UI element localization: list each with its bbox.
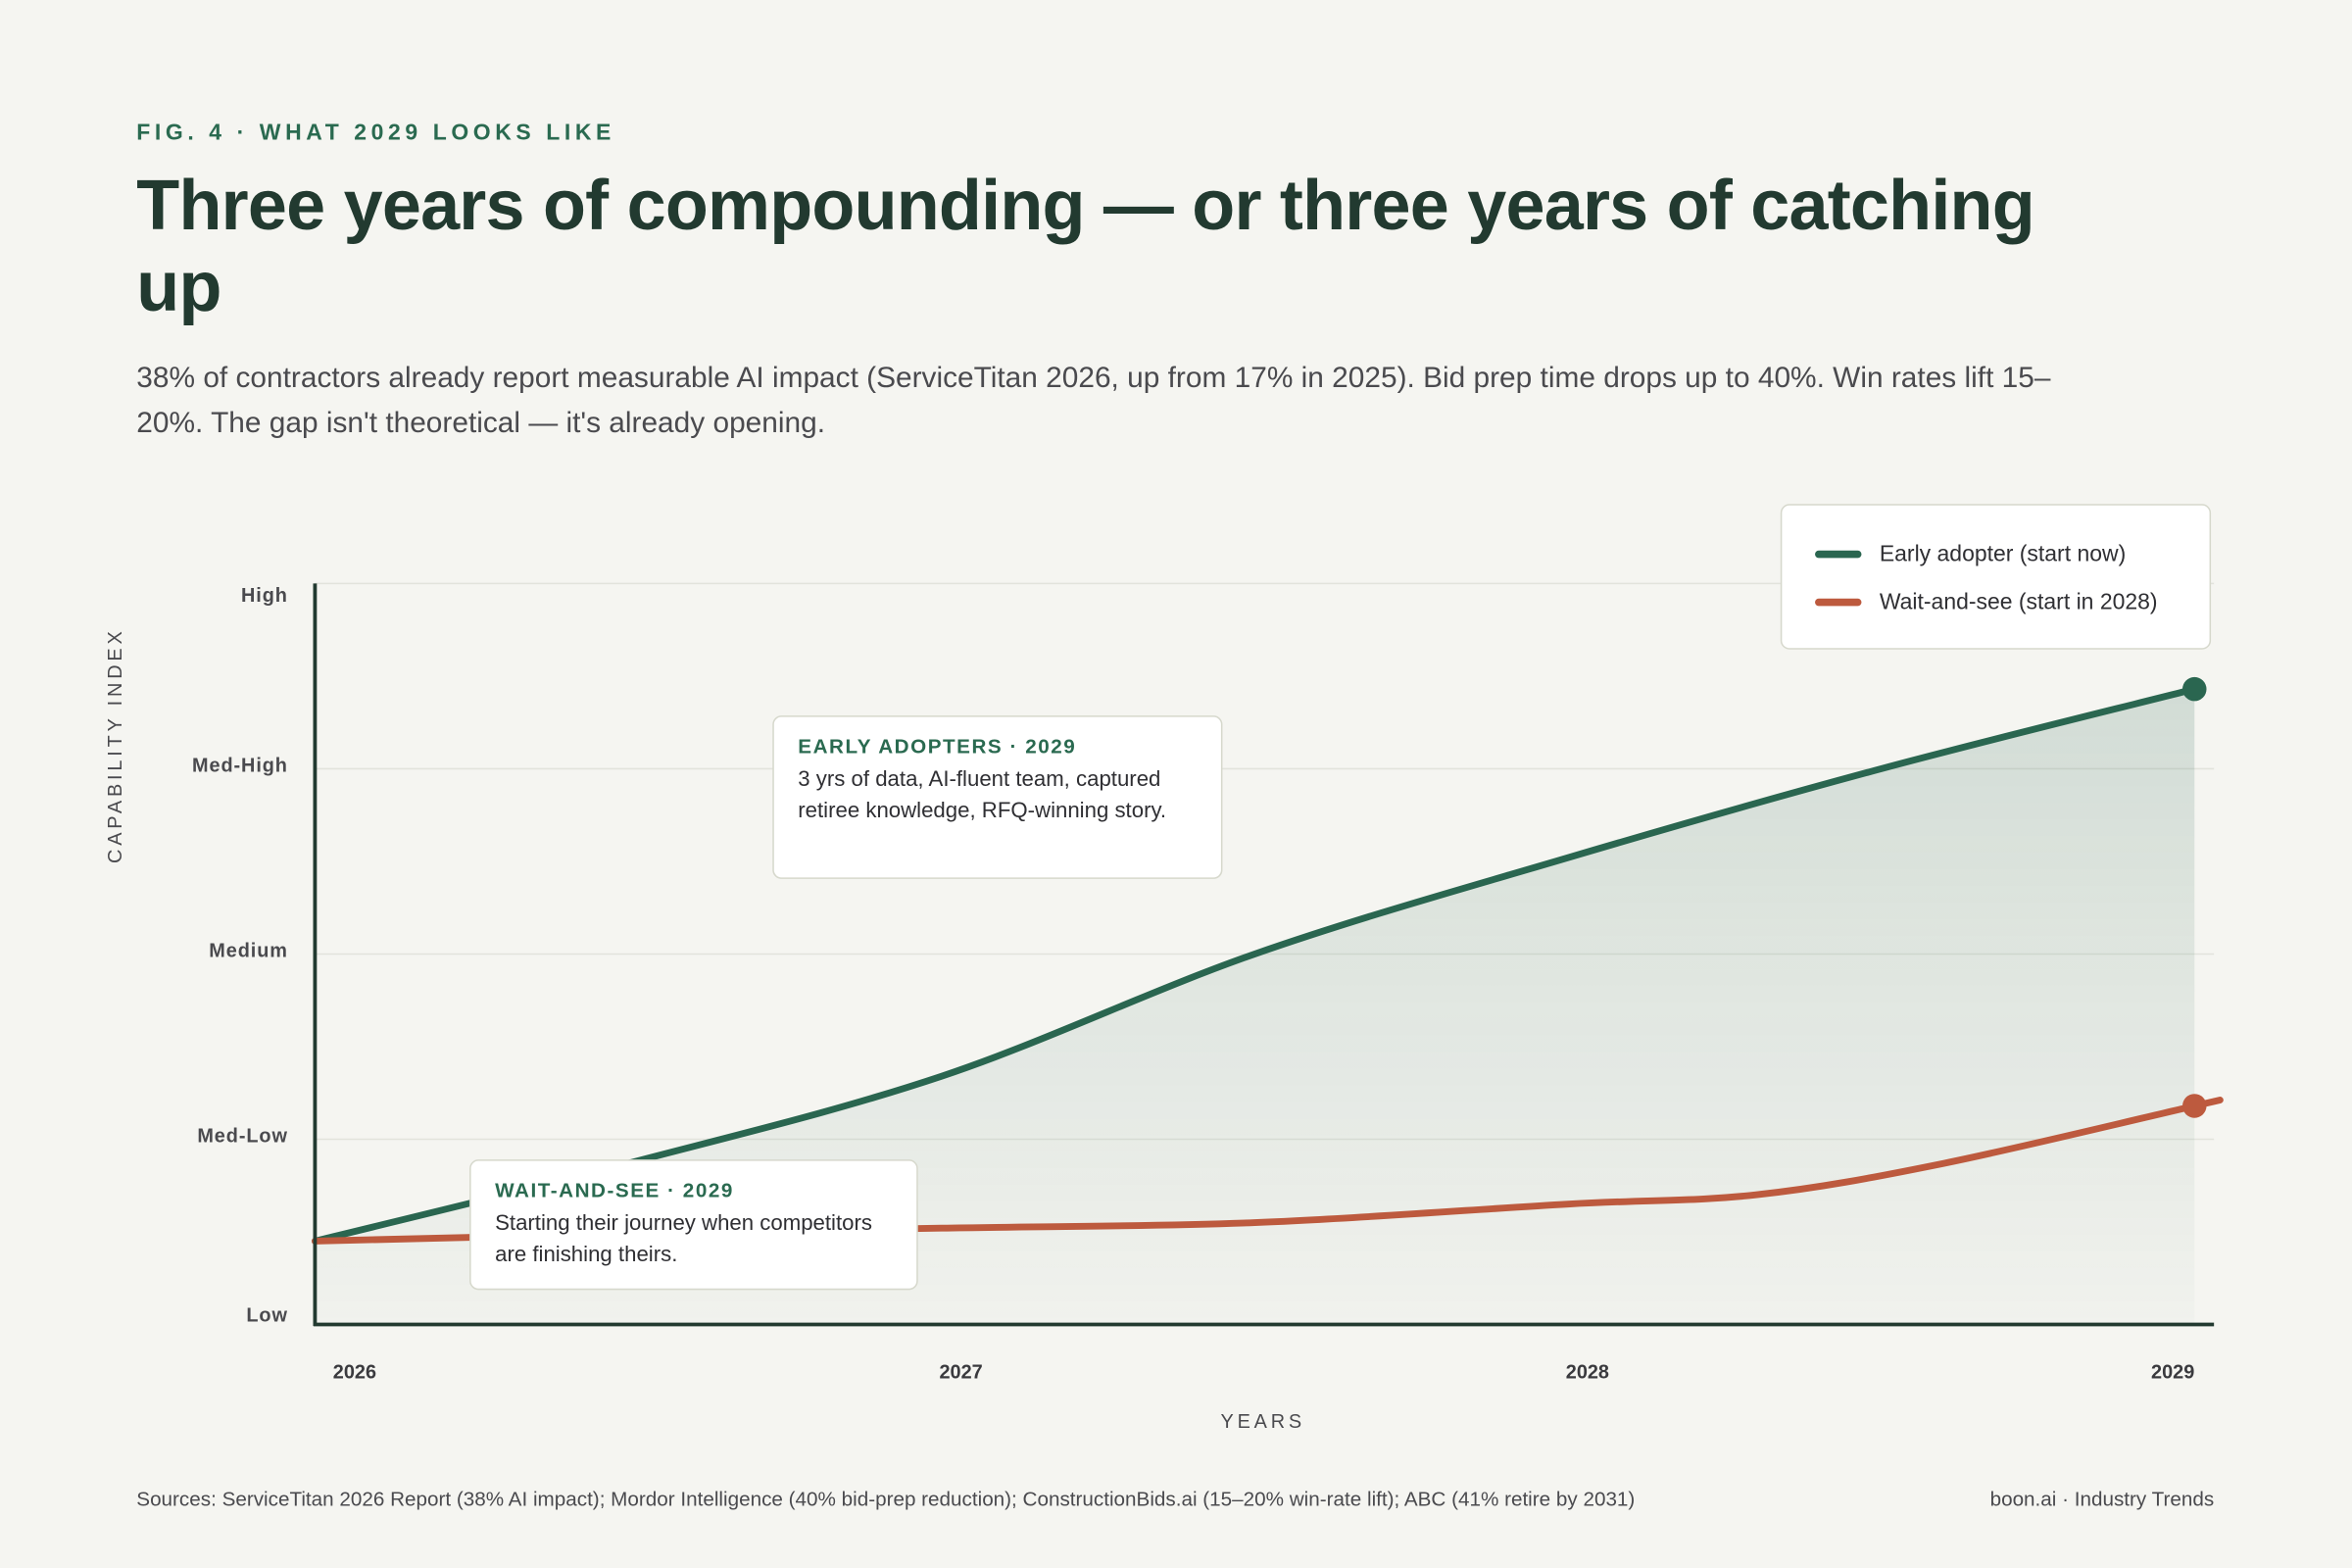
annotation-early-adopters: EARLY ADOPTERS · 2029 3 yrs of data, AI-… [772, 715, 1223, 879]
y-tick-label: Med-High [192, 755, 288, 776]
sources-note: Sources: ServiceTitan 2026 Report (38% A… [136, 1488, 1636, 1511]
annotation-text: 3 yrs of data, AI-fluent team, captured … [798, 767, 1167, 824]
x-tick-label: 2029 [2151, 1362, 2194, 1384]
data-point [2182, 1094, 2207, 1118]
legend-item-wait-and-see: Wait-and-see (start in 2028) [1815, 590, 2158, 615]
legend: Early adopter (start now) Wait-and-see (… [1780, 504, 2212, 650]
x-tick-label: 2028 [1566, 1362, 1609, 1384]
x-tick-label: 2027 [939, 1362, 982, 1384]
y-tick-label: High [241, 585, 288, 607]
y-tick-label: Low [246, 1304, 287, 1326]
legend-swatch [1815, 550, 1862, 559]
figure-eyebrow: FIG. 4 · WHAT 2029 LOOKS LIKE [136, 120, 615, 146]
legend-label: Early adopter (start now) [1879, 541, 2127, 567]
annotation-wait-and-see: WAIT-AND-SEE · 2029 Starting their journ… [469, 1159, 918, 1291]
legend-label: Wait-and-see (start in 2028) [1879, 589, 2158, 615]
legend-swatch [1815, 598, 1862, 607]
y-tick-label: Med-Low [197, 1126, 288, 1148]
annotation-title: EARLY ADOPTERS · 2029 [798, 734, 1077, 758]
legend-item-early-adopter: Early adopter (start now) [1815, 542, 2126, 567]
y-tick-label: Medium [209, 941, 288, 962]
annotation-text: Starting their journey when competitors … [495, 1211, 872, 1268]
x-axis-title: YEARS [1221, 1411, 1306, 1433]
y-axis-title: CAPABILITY INDEX [105, 627, 126, 863]
data-point [2182, 676, 2207, 702]
annotation-title: WAIT-AND-SEE · 2029 [495, 1179, 734, 1202]
x-tick-label: 2026 [333, 1362, 376, 1384]
brand-credit: boon.ai · Industry Trends [1989, 1488, 2215, 1511]
subtitle: 38% of contractors already report measur… [136, 361, 2051, 440]
page-title: Three years of compounding — or three ye… [136, 165, 2034, 326]
